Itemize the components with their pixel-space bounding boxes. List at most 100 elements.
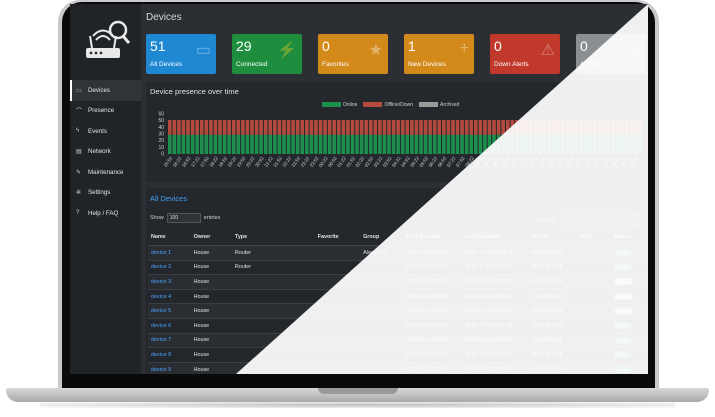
bar-online [446, 134, 451, 154]
cell-name: device 8 [148, 347, 191, 363]
table-row[interactable]: device 9 House 2022-02-12 22:05 2022-4-18 2… [148, 361, 648, 374]
bar-online [199, 134, 204, 154]
card-label: Connected [236, 61, 268, 68]
cell-mac [576, 274, 611, 290]
cell-status: Online [610, 361, 648, 374]
bar-online [332, 134, 336, 154]
bar-online [227, 134, 231, 154]
bar-offline [295, 120, 300, 135]
bar-offline [442, 120, 446, 135]
table-row[interactable]: device 5 House 2022-02-12 22:05 2022-3-14 2… [148, 303, 648, 319]
bar-online [259, 134, 263, 154]
device-link[interactable]: device 3 [151, 278, 172, 285]
bar-offline [515, 120, 519, 135]
bar-online [195, 134, 199, 154]
sidebar-item-events[interactable]: ϟ Events [70, 121, 141, 142]
device-link[interactable]: device 7 [151, 337, 172, 344]
column-header-last-ip[interactable]: Last IP [527, 229, 577, 246]
column-header-favorite[interactable]: Favorite [314, 229, 361, 246]
bar-online [419, 134, 423, 154]
device-link[interactable]: device 8 [151, 351, 172, 358]
cell-first: 2022-02-12 22:05 [402, 303, 463, 319]
column-header-first-session[interactable]: First Session [402, 229, 463, 246]
bar-online [574, 134, 579, 154]
bar-online [569, 134, 574, 154]
device-link[interactable]: device 1 [151, 249, 172, 256]
column-header-status[interactable]: Status [610, 229, 648, 246]
bar-offline [309, 120, 314, 135]
bar-online [588, 134, 592, 154]
bar-offline [177, 120, 181, 135]
plug-icon: ⚡ [277, 42, 297, 59]
table-row[interactable]: device 1 House Router Always on 2021-01-01 0… [148, 245, 648, 261]
bar-online [405, 134, 410, 154]
cell-name: device 6 [148, 317, 191, 334]
cell-last: 2022-4-18 22:05.48 [462, 361, 528, 374]
stat-card-archived[interactable]: 0 Archived ⊘ [576, 34, 646, 74]
bar-online [483, 134, 487, 154]
cell-first: 2022-02-12 22:05 [402, 332, 463, 348]
bar-offline [382, 120, 387, 135]
table-row[interactable]: device 3 House 2022-02-12 22:05 2022-10-25 … [148, 274, 648, 290]
table-row[interactable]: device 7 House 2022-02-12 22:05 2022-9-19 2… [148, 332, 648, 348]
device-link[interactable]: device 6 [151, 322, 172, 329]
bar-offline [624, 120, 629, 135]
device-link[interactable]: device 2 [151, 264, 172, 271]
all-devices-panel: All Devices Show 100 entries Search: Nam… [146, 188, 648, 374]
stat-card-connected[interactable]: 29 Connected ⚡ [232, 34, 302, 74]
bar-online [177, 134, 181, 154]
cell-name: device 1 [148, 245, 191, 261]
device-link[interactable]: device 4 [151, 293, 172, 300]
column-header-name[interactable]: Name [148, 229, 191, 246]
entries-length: Show 100 entries [150, 213, 221, 223]
stat-card-new-devices[interactable]: 1 New Devices + [404, 34, 474, 74]
sidebar-item-label: Network [88, 148, 111, 156]
cell-owner: House [190, 274, 232, 290]
sidebar-item-devices[interactable]: ▭ Devices [70, 80, 141, 101]
bar-offline [209, 120, 213, 135]
column-header-mac[interactable]: MAC [576, 229, 611, 246]
bar-offline [355, 120, 359, 135]
help-icon: ? [76, 210, 80, 217]
table-row[interactable]: device 8 House 2022-02-12 22:05 2022-7-21 2… [148, 347, 648, 363]
search-input[interactable] [560, 213, 640, 226]
bar-offline [414, 120, 419, 135]
bar-online [291, 134, 295, 154]
cell-first: 2022-02-12 22:05 [402, 317, 463, 334]
screen: ▭ Devices ⌒ Presence ϟ Events ▤ Network ✎ Mainten… [70, 4, 648, 374]
entries-select[interactable]: 100 [166, 213, 201, 223]
bar-offline [492, 120, 496, 135]
stat-card-all-devices[interactable]: 51 All Devices ▭ [146, 34, 216, 74]
bar-offline [601, 120, 606, 135]
column-header-owner[interactable]: Owner [190, 229, 232, 246]
column-header-group[interactable]: Group [360, 229, 403, 246]
table-row[interactable]: device 2 House Router 2022-02-12 22:05 2022-… [148, 259, 648, 275]
card-count: 0 [494, 38, 502, 54]
all-devices-title: All Devices [150, 194, 188, 203]
sidebar-item-maintenance[interactable]: ✎ Maintenance [70, 162, 141, 183]
device-link[interactable]: device 9 [151, 366, 172, 373]
table-row[interactable]: device 4 House 2022-03-10 03:55 2022-4-23 2… [148, 288, 648, 304]
bar-offline [277, 120, 282, 135]
sidebar-item-help-faq[interactable]: ? Help / FAQ [70, 203, 141, 224]
bar-offline [218, 120, 222, 135]
bar-offline [551, 120, 556, 135]
sidebar-item-settings[interactable]: ✲ Settings [70, 183, 141, 204]
bar-online [336, 134, 341, 154]
bar-offline [172, 120, 177, 135]
bar-offline [469, 120, 474, 135]
bar-offline [496, 120, 501, 135]
cell-type: Router [231, 245, 315, 261]
bar-offline [428, 120, 432, 135]
stat-card-down-alerts[interactable]: 0 Down Alerts ⚠ [490, 34, 560, 74]
sidebar-item-presence[interactable]: ⌒ Presence [70, 101, 141, 122]
column-header-type[interactable]: Type [231, 229, 315, 246]
bar-offline [286, 120, 291, 135]
device-link[interactable]: device 5 [151, 308, 172, 315]
main-content: Devices 51 All Devices ▭ 29 Connected ⚡ 0 Favor… [141, 4, 648, 374]
column-header-last-session[interactable]: Last Session [462, 229, 528, 246]
table-row[interactable]: device 6 House 2022-02-12 22:05 2022-7-27 2… [148, 317, 648, 334]
eye-slash-icon: ⊘ [627, 42, 641, 59]
stat-card-favorites[interactable]: 0 Favorites ★ [318, 34, 388, 74]
sidebar-item-network[interactable]: ▤ Network [70, 142, 141, 163]
